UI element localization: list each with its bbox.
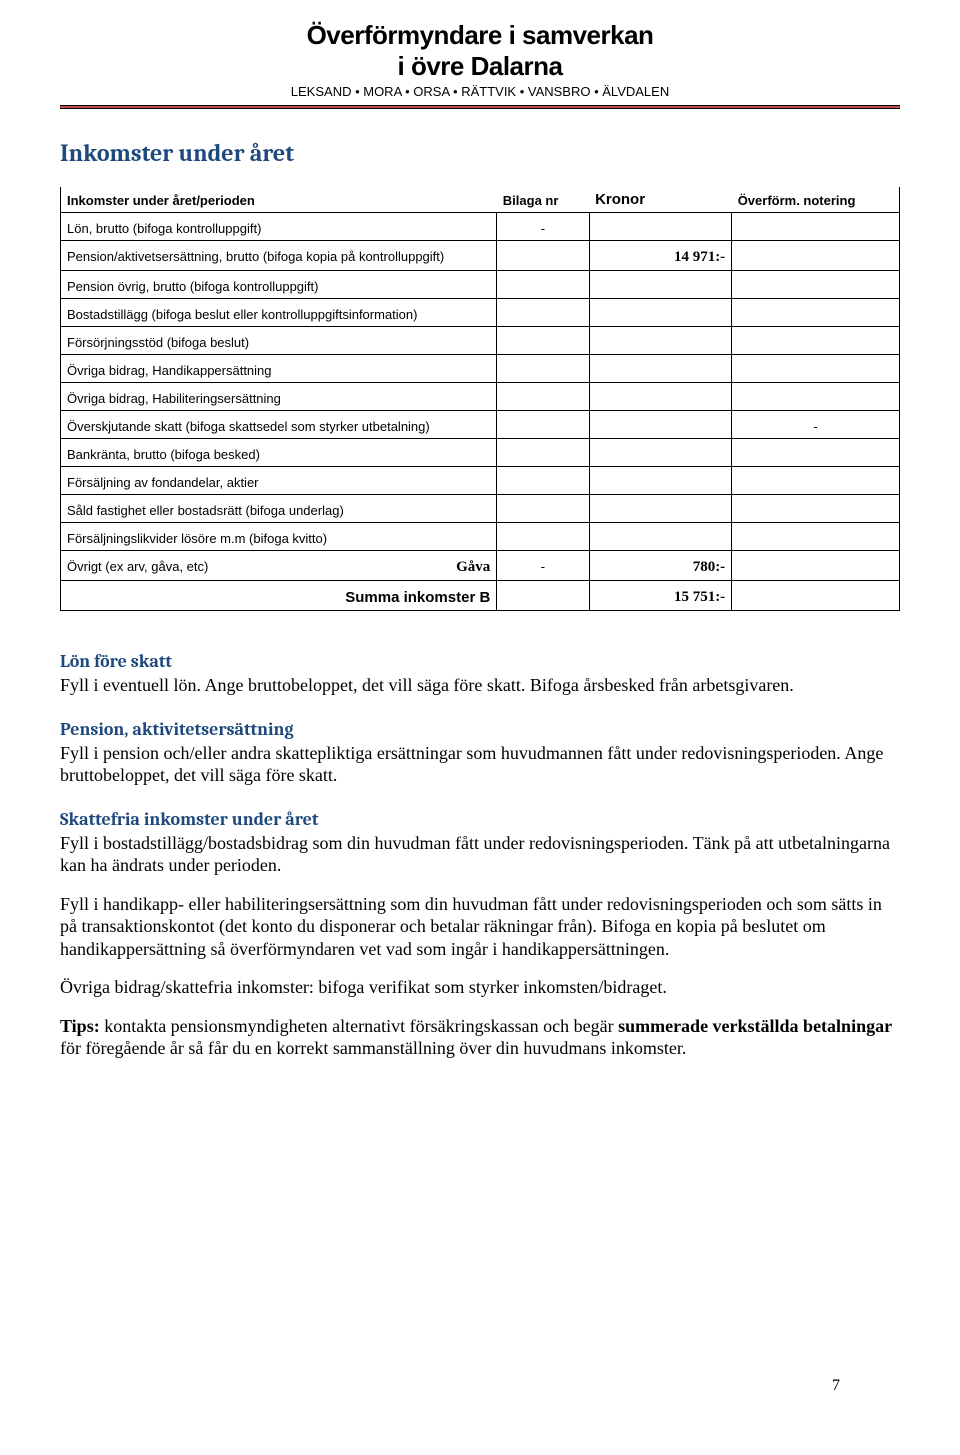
table-row: Överskjutande skatt (bifoga skattsedel s… bbox=[61, 411, 900, 439]
tips-text-1: kontakta pensionsmyndigheten alternativt… bbox=[100, 1016, 618, 1036]
cell-kronor: 780:- bbox=[589, 551, 732, 581]
table-row: Pension/aktivetsersättning, brutto (bifo… bbox=[61, 241, 900, 271]
cell-note bbox=[732, 241, 900, 271]
cell-bilaga bbox=[497, 299, 589, 327]
table-row: Övriga bidrag, Handikappersättning bbox=[61, 355, 900, 383]
cell-desc: Övrigt (ex arv, gåva, etc)Gåva bbox=[61, 551, 497, 581]
cell-bilaga bbox=[497, 271, 589, 299]
cell-bilaga bbox=[497, 327, 589, 355]
cell-bilaga bbox=[497, 467, 589, 495]
cell-desc: Överskjutande skatt (bifoga skattsedel s… bbox=[61, 411, 497, 439]
cell-desc: Såld fastighet eller bostadsrätt (bifoga… bbox=[61, 495, 497, 523]
cell-bilaga: - bbox=[497, 551, 589, 581]
cell-note bbox=[732, 327, 900, 355]
cell-kronor bbox=[589, 327, 732, 355]
th-bilaga: Bilaga nr bbox=[497, 187, 589, 213]
cell-bilaga bbox=[497, 411, 589, 439]
cell-kronor bbox=[589, 439, 732, 467]
cell-note: - bbox=[732, 411, 900, 439]
table-row: Försäljningslikvider lösöre m.m (bifoga … bbox=[61, 523, 900, 551]
tips-label: Tips: bbox=[60, 1016, 100, 1036]
cell-note bbox=[732, 467, 900, 495]
table-row: Såld fastighet eller bostadsrätt (bifoga… bbox=[61, 495, 900, 523]
section-title: Inkomster under året bbox=[60, 139, 900, 167]
cell-note bbox=[732, 213, 900, 241]
cell-bilaga bbox=[497, 581, 589, 611]
cell-bilaga bbox=[497, 495, 589, 523]
th-kronor: Kronor bbox=[589, 187, 732, 213]
cell-note bbox=[732, 355, 900, 383]
table-row: Övriga bidrag, Habiliteringsersättning bbox=[61, 383, 900, 411]
para-tips: Tips: kontakta pensionsmyndigheten alter… bbox=[60, 1015, 900, 1060]
cell-kronor bbox=[589, 495, 732, 523]
cell-note bbox=[732, 439, 900, 467]
cell-kronor bbox=[589, 411, 732, 439]
para-handikapp: Fyll i handikapp- eller habiliteringsers… bbox=[60, 893, 900, 961]
cell-note bbox=[732, 551, 900, 581]
cell-kronor bbox=[589, 523, 732, 551]
cell-desc: Lön, brutto (bifoga kontrolluppgift) bbox=[61, 213, 497, 241]
header-rule bbox=[60, 105, 900, 109]
header-title-line2: i övre Dalarna bbox=[60, 51, 900, 82]
cell-desc: Övriga bidrag, Handikappersättning bbox=[61, 355, 497, 383]
cell-bilaga bbox=[497, 439, 589, 467]
cell-desc: Övriga bidrag, Habiliteringsersättning bbox=[61, 383, 497, 411]
para-ovriga: Övriga bidrag/skattefria inkomster: bifo… bbox=[60, 976, 900, 999]
table-row: Bostadstillägg (bifoga beslut eller kont… bbox=[61, 299, 900, 327]
table-row: Lön, brutto (bifoga kontrolluppgift)- bbox=[61, 213, 900, 241]
cell-desc: Bostadstillägg (bifoga beslut eller kont… bbox=[61, 299, 497, 327]
subhead-skattefria: Skattefria inkomster under året bbox=[60, 809, 900, 830]
cell-kronor bbox=[589, 271, 732, 299]
para-pension: Fyll i pension och/eller andra skattepli… bbox=[60, 742, 900, 787]
table-row: Bankränta, brutto (bifoga besked) bbox=[61, 439, 900, 467]
page-number: 7 bbox=[832, 1377, 840, 1395]
cell-bilaga bbox=[497, 383, 589, 411]
tips-bold: summerade verkställda betalningar bbox=[618, 1016, 892, 1036]
para-lon: Fyll i eventuell lön. Ange bruttobeloppe… bbox=[60, 674, 900, 697]
cell-desc: Pension/aktivetsersättning, brutto (bifo… bbox=[61, 241, 497, 271]
cell-bilaga bbox=[497, 241, 589, 271]
cell-desc: Pension övrig, brutto (bifoga kontrollup… bbox=[61, 271, 497, 299]
cell-sum-kronor: 15 751:- bbox=[589, 581, 732, 611]
table-row: Försäljning av fondandelar, aktier bbox=[61, 467, 900, 495]
income-table: Inkomster under året/perioden Bilaga nr … bbox=[60, 187, 900, 611]
header-subtitle: LEKSAND • MORA • ORSA • RÄTTVIK • VANSBR… bbox=[60, 84, 900, 99]
cell-bilaga bbox=[497, 355, 589, 383]
tips-text-2: för föregående år så får du en korrekt s… bbox=[60, 1038, 686, 1058]
cell-desc: Försäljning av fondandelar, aktier bbox=[61, 467, 497, 495]
cell-kronor bbox=[589, 355, 732, 383]
cell-note bbox=[732, 299, 900, 327]
para-skattefria-1: Fyll i bostadstillägg/bostadsbidrag som … bbox=[60, 832, 900, 877]
cell-note bbox=[732, 581, 900, 611]
cell-note bbox=[732, 383, 900, 411]
cell-bilaga: - bbox=[497, 213, 589, 241]
cell-note bbox=[732, 495, 900, 523]
cell-sum-label: Summa inkomster B bbox=[61, 581, 497, 611]
table-row: Försörjningsstöd (bifoga beslut) bbox=[61, 327, 900, 355]
th-note: Överförm. notering bbox=[732, 187, 900, 213]
cell-kronor bbox=[589, 467, 732, 495]
cell-bilaga bbox=[497, 523, 589, 551]
table-row-sum: Summa inkomster B 15 751:- bbox=[61, 581, 900, 611]
table-row-gift: Övrigt (ex arv, gåva, etc)Gåva-780:- bbox=[61, 551, 900, 581]
page-header: Överförmyndare i samverkan i övre Dalarn… bbox=[60, 20, 900, 99]
cell-kronor bbox=[589, 213, 732, 241]
cell-kronor bbox=[589, 299, 732, 327]
cell-desc: Försörjningsstöd (bifoga beslut) bbox=[61, 327, 497, 355]
cell-desc: Bankränta, brutto (bifoga besked) bbox=[61, 439, 497, 467]
cell-note bbox=[732, 271, 900, 299]
table-row: Pension övrig, brutto (bifoga kontrollup… bbox=[61, 271, 900, 299]
header-title-line1: Överförmyndare i samverkan bbox=[60, 20, 900, 51]
cell-kronor: 14 971:- bbox=[589, 241, 732, 271]
cell-kronor bbox=[589, 383, 732, 411]
cell-desc: Försäljningslikvider lösöre m.m (bifoga … bbox=[61, 523, 497, 551]
subhead-lon: Lön före skatt bbox=[60, 651, 900, 672]
cell-note bbox=[732, 523, 900, 551]
subhead-pension: Pension, aktivitetsersättning bbox=[60, 719, 900, 740]
th-desc: Inkomster under året/perioden bbox=[61, 187, 497, 213]
